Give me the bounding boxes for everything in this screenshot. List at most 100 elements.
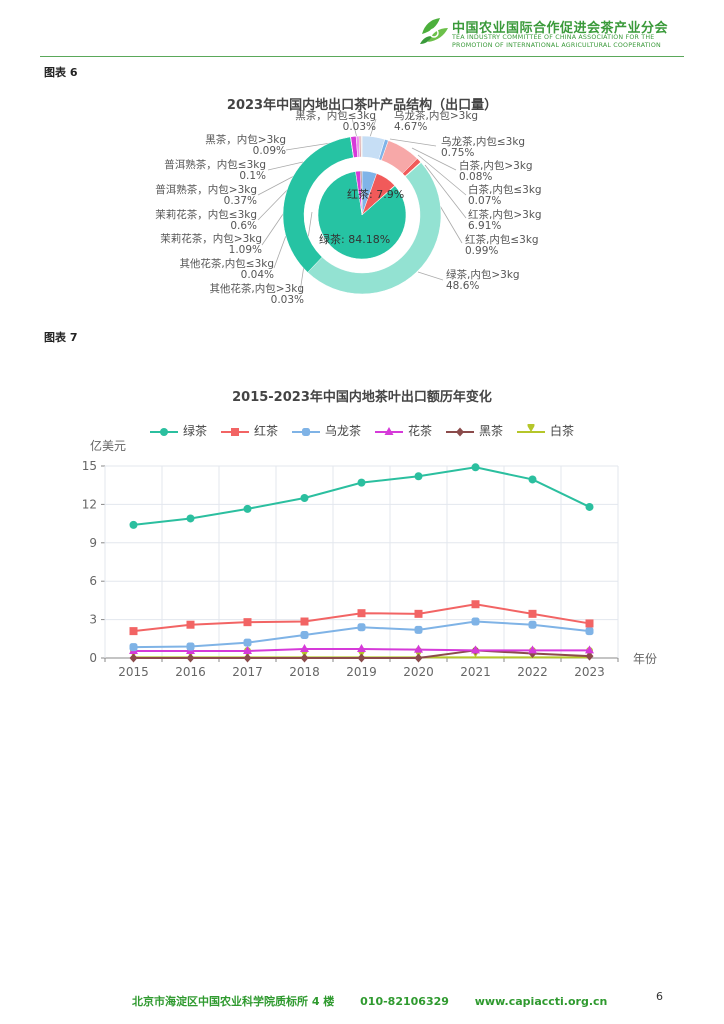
series-乌龙茶	[129, 617, 594, 652]
org-name-en-line2: PROMOTION OF INTERNATIONAL AGRICULTURAL …	[452, 42, 661, 49]
data-point	[414, 609, 423, 618]
x-tick-label: 2016	[175, 665, 206, 679]
pie-label: 黑茶，内包>3kg 0.09%	[205, 134, 286, 157]
x-tick-label: 2023	[574, 665, 605, 679]
legend-item[interactable]: 白茶	[517, 422, 574, 439]
data-point	[456, 427, 465, 436]
data-point	[243, 504, 252, 513]
org-name-cn: 中国农业国际合作促进会茶产业分会	[452, 21, 669, 36]
x-tick-label: 2020	[403, 665, 434, 679]
data-point	[186, 653, 195, 663]
pie-leader-line	[369, 118, 377, 138]
data-point	[528, 620, 537, 629]
pie-inner-label-green: 绿茶: 84.18%	[319, 233, 391, 246]
series-红茶	[129, 600, 594, 636]
legend-diamond-icon	[446, 427, 475, 436]
pie-label: 红茶,内包>3kg 6.91%	[468, 209, 542, 232]
pie-leader-line	[257, 184, 293, 221]
pie-label: 红茶,内包≤3kg 0.99%	[465, 234, 539, 257]
data-point	[414, 625, 423, 634]
legend-label: 红茶	[253, 424, 278, 438]
data-point	[300, 630, 309, 639]
x-tick-label: 2019	[346, 665, 377, 679]
legend-label: 黑茶	[479, 424, 504, 438]
y-tick-label: 12	[82, 497, 97, 511]
data-point	[357, 609, 366, 618]
y-tick-label: 9	[89, 536, 97, 550]
org-name-en-line1: TEA INDUSTRY COMMITTEE OF CHINA ASSOCIAT…	[452, 34, 655, 41]
legend-item[interactable]: 乌龙茶	[291, 422, 361, 439]
pie-inner-slice	[317, 171, 407, 260]
pie-label: 白茶,内包≤3kg 0.07%	[468, 184, 542, 207]
data-point	[300, 617, 309, 626]
data-point	[129, 653, 138, 663]
legend-item[interactable]: 花茶	[375, 422, 432, 439]
pie-label: 茉莉花茶，内包>3kg 1.09%	[160, 233, 262, 256]
data-point	[300, 653, 309, 663]
data-point	[414, 644, 423, 653]
series-绿茶	[129, 463, 594, 529]
data-point	[186, 642, 195, 651]
pie-label: 绿茶,内包>3kg 48.6%	[446, 269, 520, 292]
pie-label: 其他花茶,内包>3kg 0.03%	[209, 283, 304, 306]
data-point	[243, 653, 252, 663]
data-point	[159, 427, 168, 436]
legend-pin-icon	[517, 423, 546, 433]
data-point	[243, 645, 252, 654]
x-tick-label: 2017	[232, 665, 263, 679]
pie-label: 普洱熟茶，内包≤3kg 0.1%	[164, 159, 266, 182]
x-axis-label: 年份	[633, 652, 658, 666]
data-point	[357, 653, 366, 663]
data-point	[585, 645, 594, 654]
x-tick-label: 2018	[289, 665, 320, 679]
legend-item[interactable]: 绿茶	[149, 422, 207, 439]
data-point	[301, 427, 310, 436]
page-number: 6	[656, 990, 663, 1003]
pie-leader-line	[389, 138, 437, 147]
y-tick-label: 0	[89, 651, 97, 665]
data-point	[300, 494, 309, 502]
pie-leader-line	[351, 117, 358, 139]
data-point	[357, 644, 366, 653]
header-divider	[40, 56, 684, 57]
data-point	[129, 627, 138, 636]
data-point	[243, 638, 252, 647]
pie-chart	[257, 117, 467, 295]
figure-7-label: 图表 7	[44, 331, 78, 344]
legend-circle-icon	[149, 427, 178, 436]
line-chart-legend: 绿茶 红茶 乌龙茶 花茶 黑茶 白茶	[0, 422, 724, 439]
data-point	[230, 427, 239, 436]
figure-6-label: 图表 6	[44, 66, 78, 79]
data-point	[186, 620, 195, 629]
footer-website[interactable]: www.capiaccti.org.cn	[474, 995, 608, 1008]
data-point	[357, 478, 366, 487]
pie-label: 黑茶，内包≤3kg 0.03%	[295, 110, 376, 133]
legend-label: 花茶	[408, 424, 433, 438]
legend-label: 绿茶	[182, 424, 207, 438]
legend-triangle-icon	[375, 426, 403, 435]
data-point	[414, 472, 423, 481]
pie-leader-line	[257, 175, 295, 196]
pie-label: 其他花茶,内包≤3kg 0.04%	[179, 258, 274, 281]
pie-leader-line	[424, 164, 467, 219]
footer-phone: 010-82106329	[360, 995, 449, 1008]
legend-item[interactable]: 黑茶	[446, 422, 503, 439]
legend-square-icon	[220, 427, 249, 436]
y-tick-label: 15	[82, 459, 97, 473]
data-point	[471, 463, 480, 472]
line-chart: 0 3 6 9 12 15 2015 2016 2017 2018 2019 2020 2021 2022…	[82, 459, 619, 679]
data-point	[527, 423, 535, 432]
pie-outer-slice	[307, 162, 442, 295]
data-point	[528, 609, 537, 618]
data-point	[528, 475, 537, 484]
pie-label: 普洱熟茶，内包>3kg 0.37%	[155, 184, 257, 207]
tea-leaf-logo-icon	[420, 18, 448, 44]
pie-label: 乌龙茶,内包≤3kg 0.75%	[441, 136, 526, 159]
x-tick-label: 2022	[517, 665, 548, 679]
series-line	[133, 466, 590, 526]
data-point	[243, 618, 252, 627]
legend-item[interactable]: 红茶	[220, 422, 278, 439]
pie-leader-line	[411, 147, 457, 171]
pie-chart-title: 2023年中国内地出口茶叶产品结构（出口量）	[226, 98, 498, 113]
